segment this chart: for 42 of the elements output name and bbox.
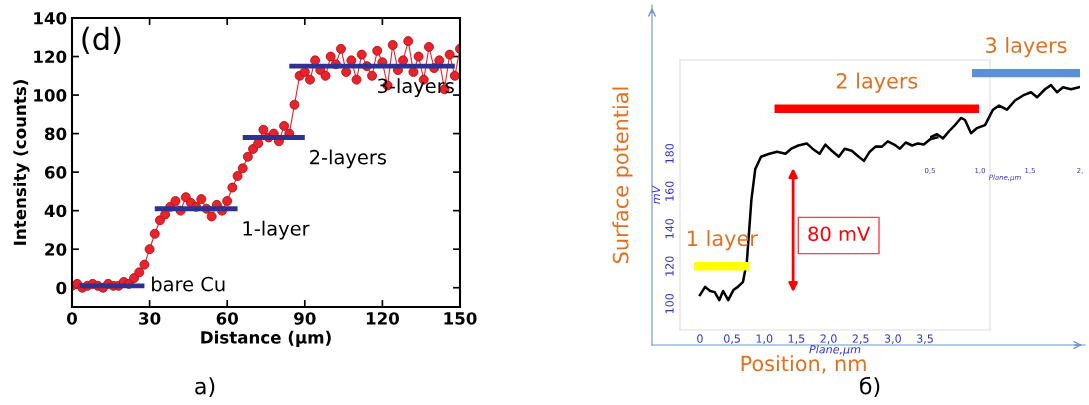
y-tick-label: 120 — [665, 256, 674, 276]
x-axis-title: Distance (μm) — [201, 330, 331, 347]
x-tick-label: 90 — [294, 312, 316, 325]
text: a) — [195, 377, 215, 398]
x-tick-label: 3,0 — [884, 334, 901, 344]
text: Position, nm — [741, 355, 866, 374]
y-tick-label: 100 — [665, 293, 674, 314]
x-tick-label: 120 — [366, 312, 399, 325]
y-tick-label: 0 — [56, 281, 67, 295]
annotation: 80 mV — [808, 226, 871, 242]
y-tick-label: 60 — [44, 166, 67, 179]
text: б) — [860, 376, 880, 398]
y-tick-label: 140 — [34, 11, 67, 25]
series-label: 2-layers — [310, 149, 387, 169]
x-axis-title: Plane,μm — [809, 344, 861, 356]
series-label: 1-layer — [243, 220, 310, 240]
x-tick-label: 1,5 — [788, 334, 805, 344]
y-tick-label: 40 — [44, 204, 67, 218]
x-tick-label: 3,5 — [917, 334, 933, 344]
series-label: 2 layers — [836, 72, 918, 93]
x-tick-label: 0,5 — [723, 334, 740, 344]
x-tick-label: 150 — [444, 312, 477, 325]
y-tick-label: 140 — [665, 218, 674, 239]
chart-title: (d) — [82, 26, 121, 54]
y-tick-label: 160 — [665, 181, 674, 201]
y-tick-label: 120 — [34, 50, 67, 64]
x-tick-label: 1,0 — [756, 334, 773, 344]
x-tick-label: 2,0 — [820, 334, 837, 344]
x-tick-label: 2,5 — [852, 334, 869, 344]
y-tick-label: 80 — [44, 127, 67, 141]
y-axis-title: mV — [651, 185, 660, 204]
x-tick-label: 0 — [67, 312, 77, 325]
series-label: 3 layers — [986, 36, 1067, 58]
text: Surface potential — [612, 87, 633, 263]
y-tick-label: 20 — [45, 243, 67, 256]
x-tick-label: 0 — [697, 334, 703, 343]
series-label: bare Cu — [152, 276, 225, 292]
x-tick-label: 60 — [216, 312, 238, 325]
y-axis-title: Intensity (counts) — [13, 80, 30, 245]
y-tick-label: 100 — [34, 89, 67, 102]
x-tick-label: 30 — [139, 312, 161, 325]
y-tick-label: 180 — [665, 143, 674, 164]
